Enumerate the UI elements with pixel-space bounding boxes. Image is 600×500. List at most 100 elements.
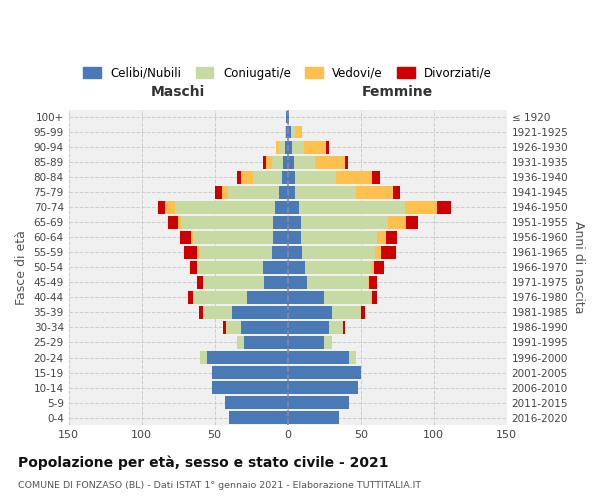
Bar xyxy=(324,291,371,304)
Bar xyxy=(273,231,287,243)
Bar xyxy=(188,291,193,304)
Bar xyxy=(263,156,266,168)
Bar xyxy=(247,291,287,304)
Bar xyxy=(287,140,292,153)
Bar xyxy=(282,171,287,183)
Text: Femmine: Femmine xyxy=(362,85,433,99)
Bar xyxy=(301,216,388,228)
Bar xyxy=(295,171,336,183)
Text: Popolazione per età, sesso e stato civile - 2021: Popolazione per età, sesso e stato civil… xyxy=(18,456,389,470)
Bar xyxy=(287,381,358,394)
Bar xyxy=(285,140,287,153)
Bar xyxy=(344,156,347,168)
Bar xyxy=(302,246,376,258)
Bar xyxy=(199,306,203,319)
Bar xyxy=(374,261,384,274)
Bar xyxy=(286,110,287,124)
Bar xyxy=(184,246,197,258)
Bar xyxy=(158,201,165,213)
Bar xyxy=(287,306,331,319)
Bar xyxy=(326,140,329,153)
Bar xyxy=(212,366,287,379)
Bar xyxy=(287,156,293,168)
Bar xyxy=(175,201,275,213)
Bar xyxy=(190,261,197,274)
Bar xyxy=(377,231,386,243)
Bar xyxy=(191,231,193,243)
Bar xyxy=(263,261,287,274)
Bar xyxy=(197,276,203,289)
Bar xyxy=(287,186,295,198)
Bar xyxy=(222,186,228,198)
Bar xyxy=(287,126,290,138)
Bar xyxy=(223,321,226,334)
Bar xyxy=(343,321,344,334)
Bar xyxy=(272,156,283,168)
Y-axis label: Fasce di età: Fasce di età xyxy=(15,230,28,305)
Bar xyxy=(388,216,406,228)
Bar xyxy=(376,246,381,258)
Bar xyxy=(301,231,377,243)
Bar xyxy=(368,276,370,289)
Bar xyxy=(393,186,400,198)
Bar xyxy=(386,231,397,243)
Bar xyxy=(266,156,272,168)
Bar xyxy=(253,171,282,183)
Bar xyxy=(305,261,371,274)
Bar xyxy=(287,291,324,304)
Bar xyxy=(181,216,273,228)
Bar xyxy=(373,291,377,304)
Bar xyxy=(241,171,253,183)
Bar xyxy=(241,321,287,334)
Bar xyxy=(236,336,244,349)
Bar xyxy=(299,201,404,213)
Text: COMUNE DI FONZASO (BL) - Dati ISTAT 1° gennaio 2021 - Elaborazione TUTTITALIA.IT: COMUNE DI FONZASO (BL) - Dati ISTAT 1° g… xyxy=(18,480,421,490)
Bar xyxy=(287,231,301,243)
Bar xyxy=(275,201,287,213)
Bar xyxy=(208,351,287,364)
Bar xyxy=(215,186,222,198)
Bar xyxy=(272,246,287,258)
Bar xyxy=(229,411,287,424)
Bar xyxy=(225,396,287,409)
Bar xyxy=(287,411,339,424)
Bar xyxy=(287,336,324,349)
Bar xyxy=(203,276,265,289)
Bar xyxy=(437,201,451,213)
Bar xyxy=(290,126,295,138)
Bar xyxy=(370,276,377,289)
Bar xyxy=(381,246,396,258)
Bar xyxy=(286,126,287,138)
Bar xyxy=(193,291,247,304)
Bar xyxy=(287,261,305,274)
Bar xyxy=(295,126,302,138)
Bar xyxy=(212,381,287,394)
Text: Maschi: Maschi xyxy=(151,85,205,99)
Bar xyxy=(331,306,361,319)
Y-axis label: Anni di nascita: Anni di nascita xyxy=(572,221,585,314)
Bar xyxy=(236,171,241,183)
Bar xyxy=(324,336,331,349)
Bar xyxy=(232,306,287,319)
Bar xyxy=(228,186,279,198)
Bar xyxy=(287,246,302,258)
Bar xyxy=(265,276,287,289)
Bar xyxy=(349,351,356,364)
Bar xyxy=(273,216,287,228)
Bar xyxy=(285,126,286,138)
Bar xyxy=(287,321,329,334)
Bar xyxy=(329,321,343,334)
Bar xyxy=(287,351,349,364)
Bar xyxy=(371,291,373,304)
Bar xyxy=(406,216,418,228)
Bar xyxy=(287,110,289,124)
Bar xyxy=(316,156,344,168)
Bar xyxy=(165,201,175,213)
Bar xyxy=(197,261,263,274)
Bar xyxy=(197,246,199,258)
Bar xyxy=(287,396,349,409)
Bar xyxy=(356,186,393,198)
Bar xyxy=(295,186,356,198)
Bar xyxy=(336,171,373,183)
Bar xyxy=(373,171,380,183)
